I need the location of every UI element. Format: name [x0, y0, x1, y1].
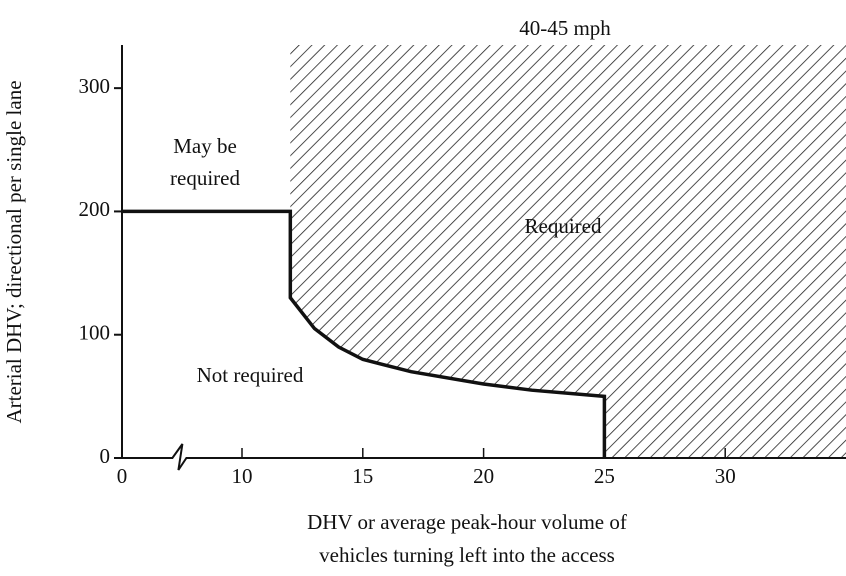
x-axis-label: DHV or average peak-hour volume of	[307, 510, 627, 534]
annotation: Required	[525, 214, 602, 238]
annotation: May be	[173, 134, 237, 158]
plot: 0 100 200 300 0 10 15 20 25 30	[79, 45, 846, 488]
annotation: required	[170, 166, 240, 190]
y-tick-label: 200	[79, 197, 111, 221]
boundary-line	[122, 209, 607, 458]
x-tick-label: 30	[715, 464, 736, 488]
x-tick-label: 25	[594, 464, 615, 488]
x-tick-label: 10	[232, 464, 253, 488]
y-axis-label: Arterial DHV; directional per single lan…	[2, 80, 26, 423]
annotation: Not required	[197, 363, 304, 387]
x-axis-label: vehicles turning left into the access	[319, 543, 615, 567]
x-axis	[122, 443, 846, 471]
y-tick-label: 0	[100, 444, 111, 468]
shaded-region	[290, 45, 846, 458]
x-tick-label: 20	[473, 464, 494, 488]
chart-title: 40-45 mph	[519, 16, 611, 40]
y-tick-label: 300	[79, 74, 111, 98]
x-tick-label: 15	[352, 464, 373, 488]
y-tick-label: 100	[79, 321, 111, 345]
x-tick-label: 0	[117, 464, 128, 488]
